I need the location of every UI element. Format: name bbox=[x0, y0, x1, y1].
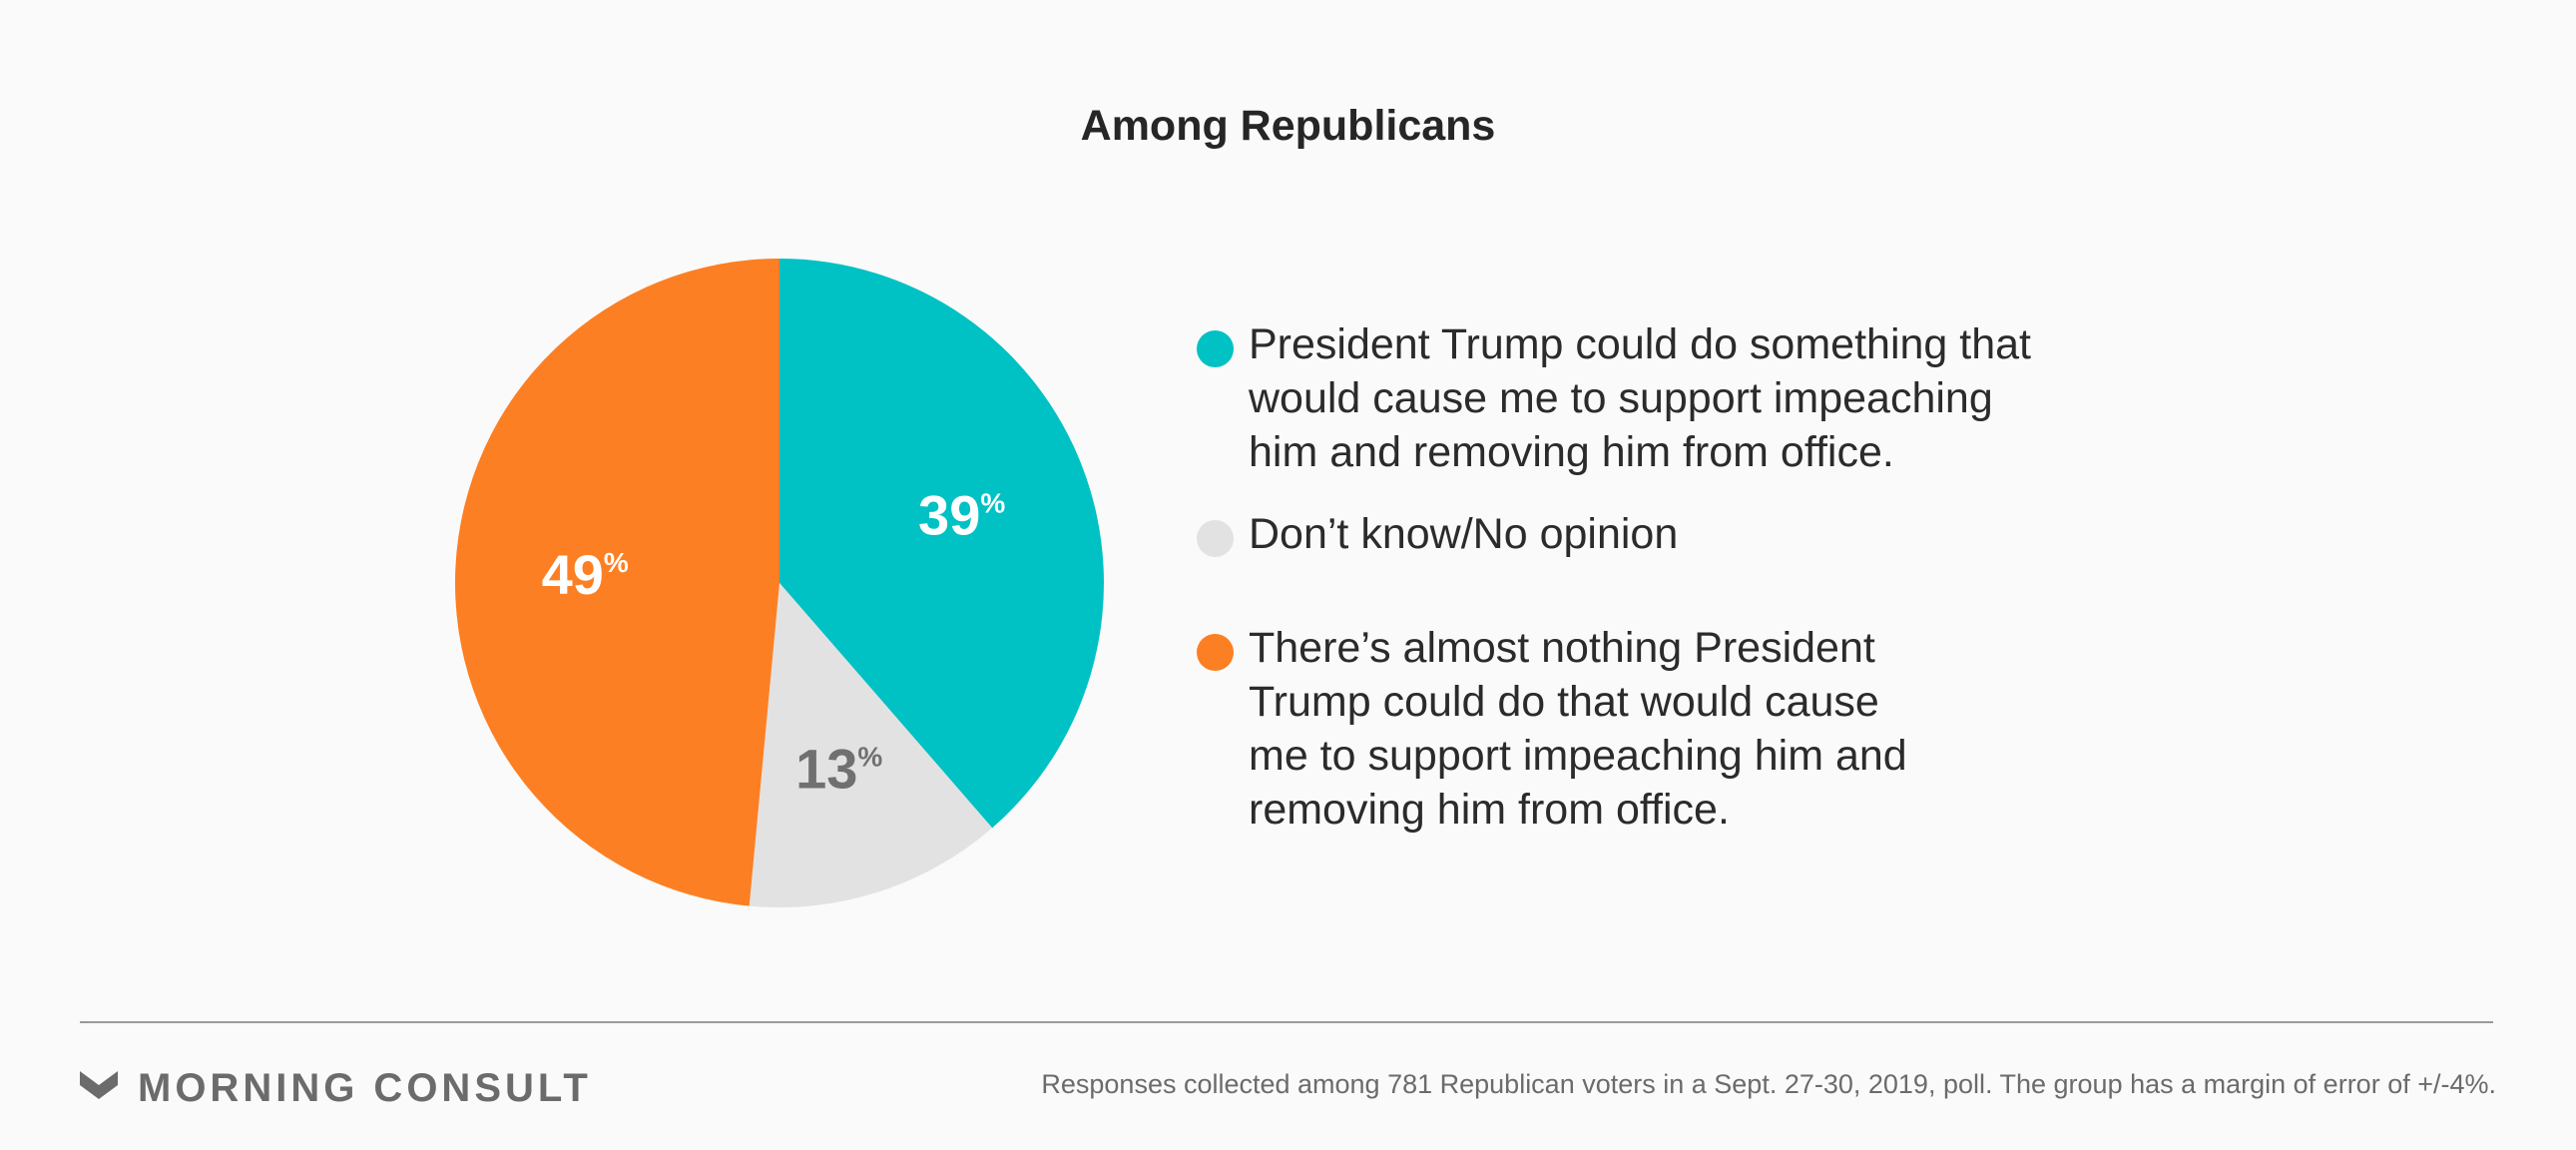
slice-label-dont-know: 13% bbox=[795, 738, 882, 801]
pie-slice-oppose bbox=[455, 259, 779, 906]
slice-label-support: 39% bbox=[918, 484, 1005, 547]
legend-line: removing him from office. bbox=[1249, 786, 1730, 834]
chevron-down-icon bbox=[80, 1070, 118, 1099]
legend-line: him and removing him from office. bbox=[1249, 428, 1894, 476]
legend-item-dont-know: Don’t know/No opinion bbox=[1194, 507, 2192, 561]
legend-item-support: President Trump could do something that … bbox=[1194, 317, 2192, 479]
legend-line: There’s almost nothing President bbox=[1249, 624, 1875, 672]
brand-logo: MORNING CONSULT bbox=[80, 1066, 592, 1111]
pie-slice-support bbox=[779, 259, 1104, 829]
legend-item-oppose: There’s almost nothing President Trump c… bbox=[1194, 621, 2192, 837]
legend-label-oppose: There’s almost nothing President Trump c… bbox=[1249, 621, 2192, 837]
legend-swatch-dont-know bbox=[1197, 520, 1234, 557]
pie-slice-dont-know bbox=[749, 583, 993, 907]
legend-label-dont-know: Don’t know/No opinion bbox=[1249, 507, 2192, 561]
footnote: Responses collected among 781 Republican… bbox=[1041, 1069, 2496, 1099]
legend-line: Trump could do that would cause bbox=[1249, 678, 1879, 726]
chart-legend: President Trump could do something that … bbox=[1194, 317, 2192, 864]
legend-label-support: President Trump could do something that … bbox=[1249, 317, 2192, 479]
brand-name: MORNING CONSULT bbox=[138, 1066, 592, 1110]
legend-swatch-support bbox=[1197, 330, 1234, 367]
legend-line: me to support impeaching him and bbox=[1249, 732, 1907, 780]
legend-line: would cause me to support impeaching bbox=[1249, 374, 1993, 422]
legend-line: Don’t know/No opinion bbox=[1249, 510, 1679, 558]
chart-title: Among Republicans bbox=[1080, 102, 1496, 150]
slice-label-oppose: 49% bbox=[542, 543, 629, 606]
legend-swatch-oppose bbox=[1197, 634, 1234, 671]
pie-chart: 39% 13% 49% bbox=[455, 259, 1104, 907]
legend-line: President Trump could do something that bbox=[1249, 320, 2031, 368]
footer-divider bbox=[80, 1021, 2493, 1023]
